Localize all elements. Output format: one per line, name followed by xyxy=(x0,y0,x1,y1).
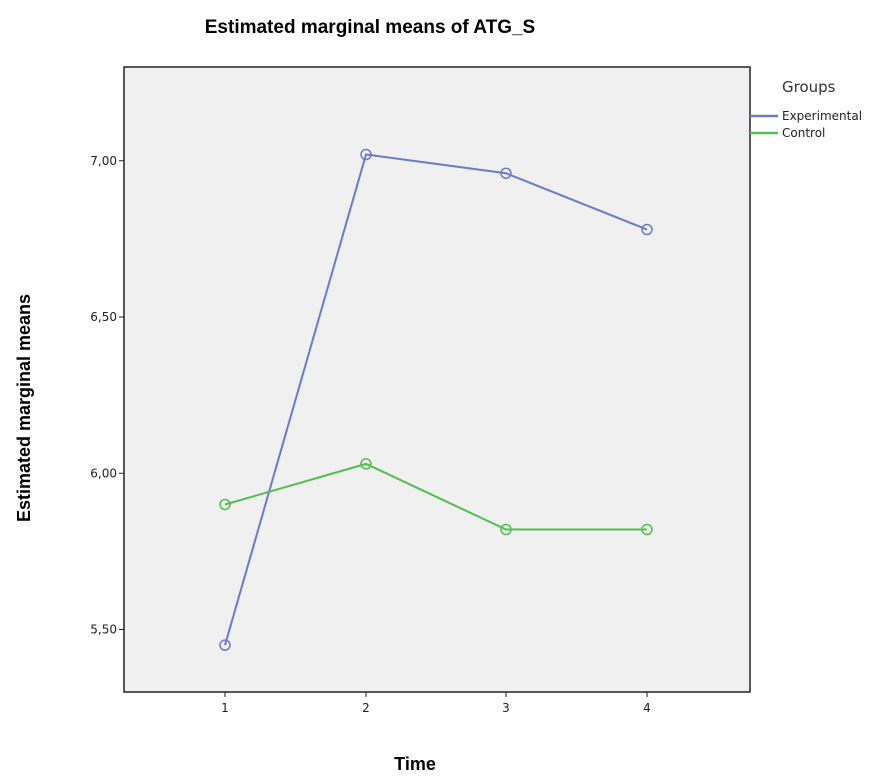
legend: Groups Experimental Control xyxy=(750,78,862,140)
data-point-experimental xyxy=(500,167,512,179)
x-tick-label: 3 xyxy=(502,701,510,715)
legend-label-experimental: Experimental xyxy=(782,109,862,123)
chart-title: Estimated marginal means of ATG_S xyxy=(205,17,535,38)
series-line-control xyxy=(224,462,647,531)
x-axis-ticks: 1 2 3 4 xyxy=(221,692,651,715)
x-tick-label: 4 xyxy=(643,701,651,715)
y-tick-label: 6,00 xyxy=(90,466,117,480)
data-point-experimental xyxy=(360,148,372,161)
y-tick-label: 6,50 xyxy=(90,310,117,324)
legend-title: Groups xyxy=(782,78,836,96)
y-axis-title: Estimated marginal means xyxy=(14,294,34,522)
series-line-experimental xyxy=(224,153,648,646)
y-tick-label: 7,00 xyxy=(90,154,117,168)
legend-items: Experimental Control xyxy=(750,109,862,140)
x-tick-label: 2 xyxy=(362,701,370,715)
series-layer xyxy=(219,148,653,651)
data-point-experimental xyxy=(219,639,231,651)
y-axis-ticks: 5,50 6,00 6,50 7,00 xyxy=(90,154,124,637)
data-point-experimental xyxy=(641,223,653,236)
data-point-control xyxy=(641,523,653,536)
legend-label-control: Control xyxy=(782,126,825,140)
data-point-control xyxy=(500,523,512,536)
data-point-control xyxy=(219,498,231,511)
x-axis-title: Time xyxy=(394,754,436,774)
data-point-control xyxy=(360,458,372,470)
plot-area xyxy=(123,66,751,693)
x-tick-label: 1 xyxy=(221,701,229,715)
y-tick-label: 5,50 xyxy=(90,623,117,637)
